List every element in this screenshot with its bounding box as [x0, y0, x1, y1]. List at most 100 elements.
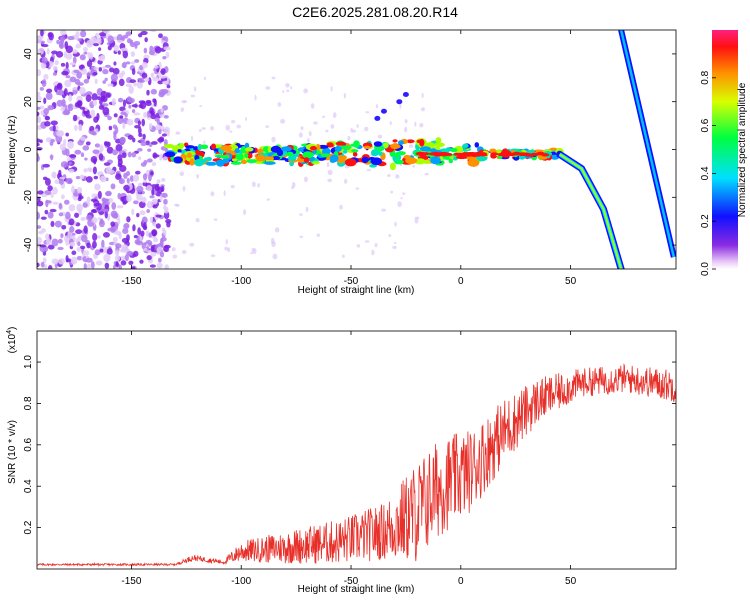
band-mark — [419, 146, 432, 152]
noise-speckle — [86, 72, 91, 77]
noise-speckle — [71, 49, 78, 54]
faint-speckle — [325, 129, 329, 133]
band-mark — [392, 156, 397, 160]
band-mark — [272, 156, 281, 161]
snr-x-tick-label: -100 — [231, 576, 251, 587]
noise-speckle — [138, 201, 146, 209]
noise-speckle — [47, 265, 53, 269]
faint-speckle — [364, 240, 370, 243]
noise-speckle — [114, 255, 121, 262]
noise-speckle — [144, 77, 150, 82]
noise-speckle — [128, 104, 132, 109]
noise-speckle — [79, 106, 86, 110]
faint-speckle — [414, 121, 417, 127]
faint-speckle — [250, 251, 254, 255]
noise-speckle — [115, 144, 123, 152]
noise-speckle — [111, 202, 117, 210]
faint-speckle — [327, 169, 333, 176]
noise-speckle — [84, 107, 88, 112]
faint-speckle — [210, 126, 215, 131]
band-mark — [197, 145, 202, 151]
noise-speckle — [117, 192, 121, 200]
noise-speckle — [56, 39, 60, 45]
faint-speckle — [327, 178, 333, 183]
band-mark — [370, 149, 379, 157]
spectrogram-y-tick-label: -20 — [23, 190, 34, 205]
noise-speckle — [154, 65, 159, 69]
noise-speckle — [86, 60, 93, 68]
noise-speckle — [90, 156, 98, 163]
faint-speckle — [231, 120, 236, 124]
faint-speckle — [374, 243, 378, 248]
noise-speckle — [69, 76, 77, 83]
faint-speckle — [387, 173, 391, 177]
faint-speckle — [414, 216, 420, 220]
faint-speckle — [339, 204, 343, 210]
faint-speckle — [303, 88, 309, 94]
band-mark — [205, 161, 217, 166]
noise-speckle — [163, 245, 169, 253]
noise-speckle — [116, 40, 124, 44]
faint-speckle — [190, 135, 194, 142]
noise-speckle — [102, 30, 110, 34]
noise-speckle — [112, 213, 118, 219]
noise-speckle — [115, 173, 122, 180]
noise-speckle — [159, 251, 165, 258]
noise-speckle — [118, 264, 123, 269]
band-mark — [187, 152, 192, 159]
noise-speckle — [118, 72, 124, 79]
noise-speckle — [37, 91, 41, 97]
noise-speckle — [143, 160, 148, 165]
noise-speckle — [72, 114, 78, 122]
snr-x-tick-label: -150 — [121, 576, 141, 587]
noise-speckle — [146, 158, 153, 163]
noise-speckle — [134, 43, 138, 49]
noise-speckle — [103, 253, 111, 262]
noise-speckle — [156, 179, 161, 184]
noise-speckle — [115, 266, 120, 269]
noise-speckle — [163, 198, 168, 205]
noise-speckle — [122, 34, 129, 39]
faint-speckle — [366, 169, 372, 172]
noise-speckle — [156, 262, 163, 269]
noise-speckle — [64, 235, 70, 242]
colorbar-ticks: 0.0 0.2 0.4 0.6 0.8 — [700, 70, 716, 276]
noise-speckle — [72, 87, 78, 91]
noise-speckle — [129, 79, 137, 84]
noise-speckle — [108, 125, 113, 131]
band-mark — [389, 162, 396, 171]
noise-speckle — [42, 163, 50, 168]
faint-speckle — [419, 122, 424, 128]
noise-speckle — [111, 97, 116, 107]
noise-speckle — [161, 177, 166, 182]
noise-speckle — [65, 254, 69, 263]
band-mark — [455, 155, 468, 160]
noise-speckle — [140, 30, 148, 36]
band-mark — [206, 156, 212, 162]
noise-speckle — [144, 37, 148, 43]
snr-y-scale: (x104) — [6, 327, 18, 354]
noise-speckle — [159, 196, 163, 202]
noise-speckle — [117, 158, 123, 166]
noise-speckle — [115, 249, 120, 257]
noise-speckle — [110, 221, 116, 227]
noise-speckle — [57, 238, 63, 244]
band-mark — [281, 146, 292, 152]
noise-speckle — [37, 48, 44, 55]
noise-speckle — [92, 166, 97, 175]
noise-speckle — [142, 173, 148, 181]
noise-speckle — [102, 69, 109, 75]
noise-speckle — [40, 216, 47, 220]
noise-speckle — [90, 130, 96, 136]
band-core — [440, 153, 449, 157]
noise-speckle — [141, 62, 148, 69]
noise-speckle — [119, 106, 126, 112]
noise-speckle — [151, 229, 157, 237]
snr-y-scale-exponent: 4 — [6, 330, 13, 334]
noise-speckle — [101, 239, 105, 248]
noise-speckle — [158, 136, 165, 142]
faint-speckle — [390, 190, 394, 194]
noise-speckle — [126, 194, 132, 202]
noise-speckle — [121, 244, 129, 251]
noise-speckle — [40, 40, 45, 45]
